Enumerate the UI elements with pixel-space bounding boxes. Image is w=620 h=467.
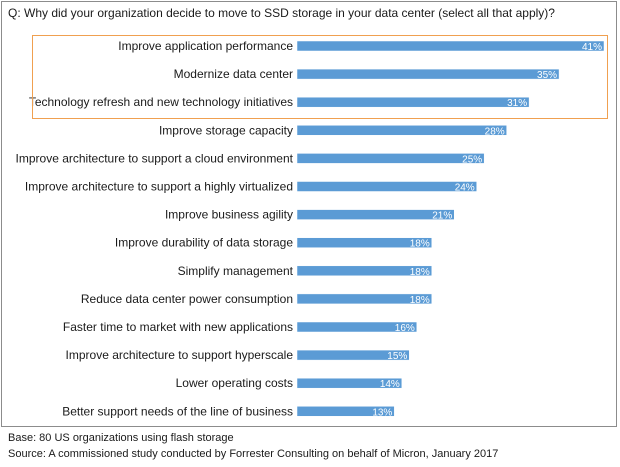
- category-label: Modernize data center: [174, 67, 293, 81]
- data-label: 28%: [485, 126, 505, 137]
- bar: [296, 406, 395, 417]
- category-label: Improve architecture to support a highly…: [25, 180, 293, 194]
- bar: [296, 377, 403, 389]
- data-label: 35%: [537, 70, 557, 81]
- bar: [296, 125, 507, 136]
- data-label: 18%: [410, 239, 430, 250]
- bar: [296, 96, 530, 108]
- data-label: 16%: [395, 323, 415, 334]
- category-label: Improve architecture to support a cloud …: [16, 151, 294, 165]
- data-label: 18%: [410, 295, 430, 306]
- category-label: Technology refresh and new technology in…: [29, 95, 293, 109]
- category-label: Faster time to market with new applicati…: [63, 320, 293, 334]
- data-label: 31%: [507, 98, 527, 109]
- data-label: 25%: [462, 154, 482, 165]
- data-label: 24%: [455, 183, 475, 194]
- category-label: Improve application performance: [118, 39, 293, 53]
- bar: [296, 209, 455, 220]
- bar: [296, 265, 433, 277]
- bar: [296, 349, 410, 361]
- data-label: 41%: [582, 42, 602, 53]
- bar-chart: Improve application performance 41% Modern…: [16, 39, 605, 418]
- data-label: 15%: [387, 351, 407, 362]
- category-label: Improve business agility: [165, 208, 293, 222]
- base-note: Base: 80 US organizations using flash st…: [8, 432, 234, 444]
- data-label: 21%: [432, 211, 452, 222]
- category-label: Reduce data center power consumption: [81, 292, 293, 306]
- data-label: 13%: [372, 407, 392, 418]
- category-label: Lower operating costs: [176, 376, 293, 390]
- bar: [296, 321, 418, 333]
- bar: [296, 237, 433, 248]
- category-label: Improve storage capacity: [159, 123, 293, 137]
- bar: [296, 181, 477, 192]
- category-label: Simplify management: [178, 264, 294, 278]
- category-label: Better support needs of the line of busi…: [62, 404, 293, 418]
- category-label: Improve architecture to support hypersca…: [66, 348, 294, 362]
- category-label: Improve durability of data storage: [115, 236, 293, 250]
- data-label: 14%: [380, 379, 400, 390]
- question-text: Q: Why did your organization decide to m…: [8, 6, 555, 20]
- bar: [296, 293, 433, 305]
- bar: [296, 40, 605, 52]
- data-label: 18%: [410, 267, 430, 278]
- source-note: Source: A commissioned study conducted b…: [8, 448, 499, 460]
- bar: [296, 153, 485, 164]
- bar: [296, 68, 560, 80]
